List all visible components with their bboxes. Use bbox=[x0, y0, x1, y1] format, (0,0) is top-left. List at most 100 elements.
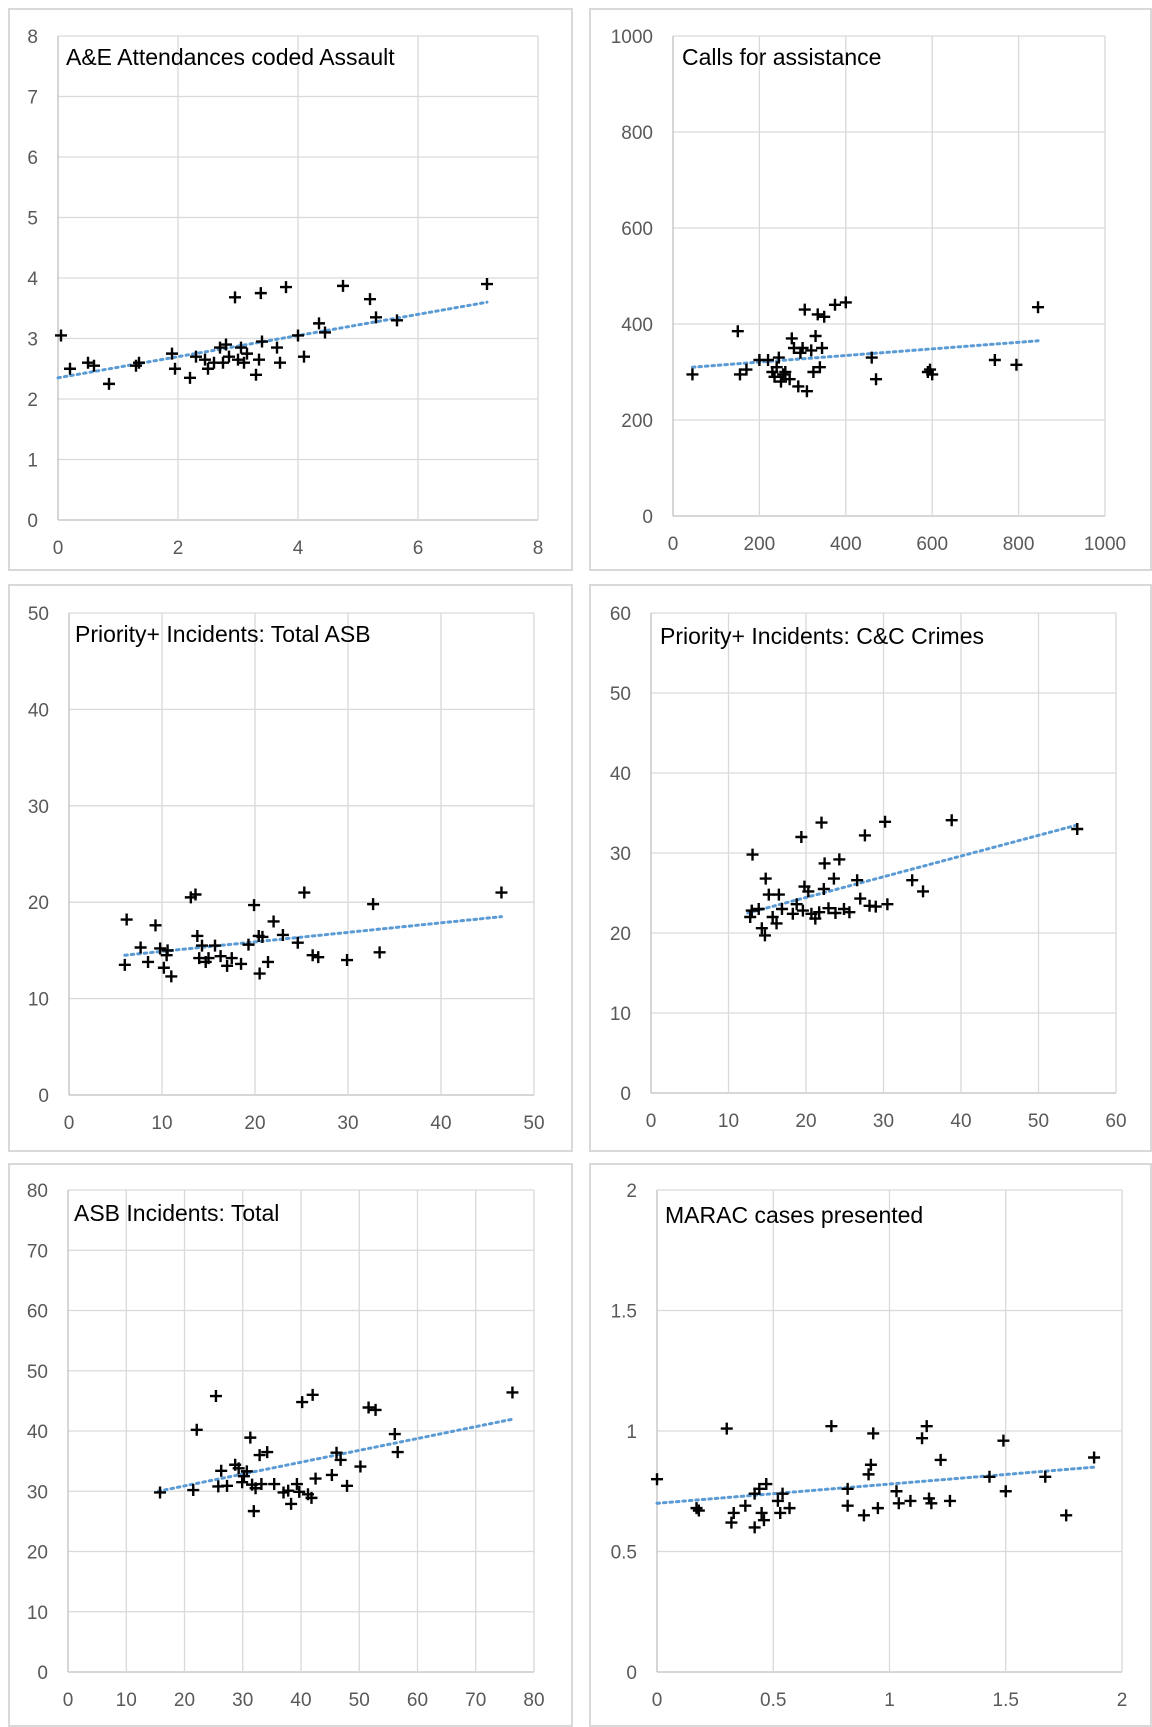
data-point bbox=[795, 831, 808, 843]
data-point bbox=[997, 1434, 1010, 1447]
y-tick-label: 10 bbox=[28, 990, 49, 1011]
data-point bbox=[306, 1388, 319, 1401]
y-tick-label: 20 bbox=[610, 924, 631, 945]
data-point bbox=[319, 326, 331, 339]
x-tick-label: 20 bbox=[244, 1113, 265, 1134]
x-tick-label: 50 bbox=[523, 1113, 544, 1134]
data-point bbox=[925, 1497, 938, 1510]
data-point bbox=[651, 1473, 663, 1486]
y-tick-label: 3 bbox=[27, 330, 38, 351]
x-tick-label: 1000 bbox=[1084, 534, 1126, 555]
x-tick-label: 60 bbox=[1105, 1111, 1126, 1132]
data-point bbox=[904, 1494, 917, 1507]
data-point bbox=[798, 303, 811, 316]
data-point bbox=[481, 278, 493, 291]
data-point bbox=[809, 912, 822, 925]
data-point bbox=[309, 1472, 322, 1485]
data-point bbox=[870, 373, 883, 386]
data-point bbox=[161, 944, 174, 957]
data-point bbox=[370, 311, 382, 324]
data-point bbox=[772, 351, 785, 364]
scatter-plot-2: 0 200 400 600 800 1000 0 200 400 600 800 1000 Calls … bbox=[611, 27, 1126, 555]
data-point bbox=[495, 886, 508, 899]
data-point bbox=[796, 342, 809, 354]
data-point bbox=[232, 1462, 245, 1475]
scatter-plot-5: 0 10 20 30 40 50 60 70 80 0 10 20 30 40 50 60 70 80 ASB In… bbox=[27, 1181, 545, 1711]
data-point bbox=[843, 906, 856, 919]
data-point bbox=[184, 371, 196, 384]
data-point bbox=[142, 955, 155, 968]
data-point bbox=[256, 930, 269, 943]
data-point bbox=[766, 911, 779, 923]
data-point bbox=[120, 913, 133, 926]
data-point bbox=[373, 946, 386, 959]
data-point bbox=[825, 1420, 838, 1433]
x-tick-label: 30 bbox=[337, 1113, 358, 1134]
data-point bbox=[134, 941, 147, 954]
trendline bbox=[655, 1465, 1096, 1505]
x-tick-label: 0 bbox=[646, 1111, 657, 1132]
data-point bbox=[983, 1470, 996, 1483]
data-point bbox=[1088, 1451, 1101, 1464]
data-point bbox=[829, 907, 842, 919]
data-point bbox=[149, 919, 162, 932]
data-point bbox=[858, 829, 871, 842]
x-tick-label: 1.5 bbox=[993, 1690, 1019, 1711]
x-tick-label: 10 bbox=[151, 1113, 172, 1134]
y-tick-label: 1.5 bbox=[611, 1302, 637, 1323]
data-point bbox=[253, 353, 265, 366]
data-point bbox=[290, 1478, 303, 1491]
data-point bbox=[854, 892, 867, 905]
y-tick-label: 800 bbox=[621, 123, 653, 144]
data-point bbox=[165, 970, 178, 983]
data-point bbox=[807, 366, 820, 378]
data-point bbox=[851, 874, 864, 887]
data-point bbox=[770, 917, 783, 930]
data-point bbox=[988, 354, 1001, 366]
data-point bbox=[191, 929, 204, 942]
data-point bbox=[731, 325, 744, 338]
chart-panel-6 bbox=[589, 1163, 1152, 1727]
data-point bbox=[818, 857, 831, 870]
data-point bbox=[334, 1453, 347, 1466]
data-point bbox=[154, 942, 167, 955]
data-point bbox=[744, 911, 757, 923]
data-point bbox=[229, 291, 241, 304]
data-point bbox=[813, 361, 826, 374]
data-point bbox=[190, 350, 202, 363]
trendline bbox=[123, 915, 503, 957]
data-point bbox=[802, 885, 815, 898]
x-tick-label: 400 bbox=[830, 534, 862, 555]
y-tick-label: 400 bbox=[621, 315, 653, 336]
y-tick-label: 0 bbox=[37, 1663, 48, 1684]
data-point bbox=[762, 888, 775, 901]
scatter-plot-4: 0 10 20 30 40 50 60 0 10 20 30 40 50 60 Priority+ Inci… bbox=[610, 604, 1127, 1132]
trendline bbox=[746, 823, 1079, 915]
data-point bbox=[312, 951, 325, 964]
data-point bbox=[341, 1479, 354, 1492]
data-point bbox=[276, 928, 289, 941]
x-tick-label: 0 bbox=[652, 1690, 663, 1711]
data-point bbox=[752, 903, 765, 915]
data-point bbox=[195, 939, 208, 952]
y-tick-label: 4 bbox=[27, 269, 38, 290]
y-tick-label: 7 bbox=[27, 88, 38, 109]
data-point bbox=[690, 1502, 703, 1515]
data-point bbox=[157, 961, 170, 974]
y-tick-label: 6 bbox=[27, 148, 38, 169]
y-tick-label: 40 bbox=[610, 764, 631, 785]
data-point bbox=[1010, 358, 1023, 371]
data-point bbox=[253, 1449, 266, 1462]
data-point bbox=[816, 342, 829, 354]
data-point bbox=[103, 377, 115, 390]
data-point bbox=[169, 362, 181, 375]
data-point bbox=[881, 898, 894, 911]
data-point bbox=[906, 874, 919, 887]
data-point bbox=[296, 1396, 309, 1409]
chart-panel-2 bbox=[589, 8, 1152, 571]
data-point bbox=[209, 939, 222, 952]
data-point bbox=[223, 350, 235, 363]
data-point bbox=[818, 310, 831, 323]
data-point bbox=[1071, 823, 1084, 835]
data-point bbox=[864, 1458, 877, 1471]
